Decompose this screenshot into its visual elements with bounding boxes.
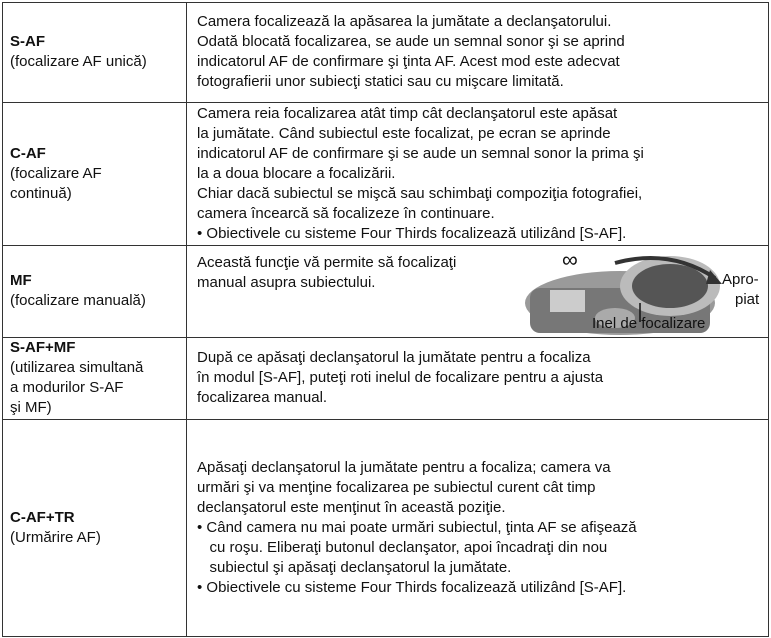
description-line: urmări şi va menţine focalizarea pe subi… — [197, 478, 596, 496]
mode-description: (focalizare AF unică) — [10, 53, 147, 70]
mode-name: MF — [10, 272, 32, 289]
description-line: Această funcţie vă permite să focalizaţi — [197, 254, 457, 271]
description-line: la a doua blocare a focalizării. — [197, 164, 396, 182]
mode-name: C-AF — [10, 144, 46, 162]
description-line: • Obiectivele cu sisteme Four Thirds foc… — [197, 578, 627, 596]
description-line: indicatorul AF de confirmare şi ţinta AF… — [197, 53, 620, 70]
near-label: Apro- — [722, 271, 759, 288]
infinity-label: ∞ — [562, 247, 578, 272]
description-line: Apăsaţi declanşatorul la jumătate pentru… — [197, 458, 611, 476]
description-line: • Când camera nu mai poate urmări subiec… — [197, 518, 637, 536]
description-line: subiectul şi apăsaţi declanşatorul la ju… — [197, 558, 512, 576]
description-line: camera încearcă să focalizeze în continu… — [197, 204, 495, 222]
description-line: focalizarea manual. — [197, 389, 328, 406]
description-line: cu roşu. Eliberaţi butonul declanşator, … — [197, 538, 608, 556]
near-label: piat — [735, 291, 760, 308]
mode-description: (Urmărire AF) — [10, 528, 101, 546]
description-line: declanşatorul este menţinut în această p… — [197, 498, 506, 516]
mode-description: (focalizare manuală) — [10, 292, 146, 309]
mode-description: (utilizarea simultană — [10, 359, 144, 376]
description-line: • Obiectivele cu sisteme Four Thirds foc… — [197, 224, 627, 242]
description-line: manual asupra subiectului. — [197, 274, 376, 291]
description-line: fotografierii unor subiecţi statici sau … — [197, 73, 564, 90]
description-cell — [186, 419, 769, 637]
description-line: la jumătate. Când subiectul este focaliz… — [197, 124, 611, 142]
description-line: în modul [S-AF], puteţi roti inelul de f… — [197, 369, 604, 386]
mode-name: C-AF+TR — [10, 508, 75, 526]
description-line: Chiar dacă subiectul se mişcă sau schimb… — [197, 184, 643, 202]
mode-description: a modurilor S-AF — [10, 379, 124, 396]
description-line: Odată blocată focalizarea, se aude un se… — [197, 33, 625, 50]
description-line: Camera focalizează la apăsarea la jumăta… — [197, 13, 612, 30]
mode-name: S-AF+MF — [10, 339, 76, 356]
mode-description: şi MF) — [10, 399, 52, 416]
mode-description: continuă) — [10, 184, 72, 202]
description-line: indicatorul AF de confirmare şi se aude … — [197, 144, 644, 162]
camera-illustration — [525, 256, 722, 335]
mode-description: (focalizare AF — [10, 164, 102, 182]
description-line: Camera reia focalizarea atât timp cât de… — [197, 104, 618, 122]
ring-label: Inel de focalizare — [592, 315, 706, 332]
description-line: După ce apăsaţi declanşatorul la jumătat… — [197, 349, 591, 366]
mode-name: S-AF — [10, 33, 45, 50]
